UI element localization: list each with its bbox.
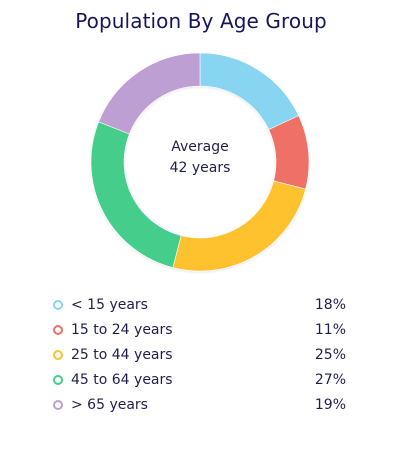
legend-label: < 15 years (71, 296, 148, 313)
donut-slice-5[interactable] (98, 52, 201, 135)
center-summary: Average 42 years (136, 137, 264, 179)
legend-marker-icon (53, 349, 63, 360)
legend-value: 27% (314, 372, 346, 389)
legend-item[interactable]: 45 to 64 years 27% (49, 368, 346, 393)
legend-value: 11% (314, 321, 346, 338)
legend-label: > 65 years (71, 397, 148, 414)
donut-chart (90, 52, 310, 272)
center-value: 42 years (169, 160, 231, 176)
legend-item[interactable]: 25 to 44 years 25% (49, 342, 346, 367)
legend-label: 45 to 64 years (71, 372, 173, 389)
legend-marker-icon (53, 400, 63, 411)
chart-title: Population By Age Group (75, 9, 327, 33)
legend: < 15 years 18% 15 to 24 years 11% 25 to 44 y… (49, 292, 346, 418)
legend-value: 19% (314, 397, 346, 414)
legend-marker-icon (53, 324, 63, 335)
legend-label: 15 to 24 years (71, 321, 173, 338)
donut-slice-3[interactable] (172, 180, 306, 272)
legend-value: 25% (314, 346, 346, 363)
legend-item[interactable]: 15 to 24 years 11% (49, 317, 346, 342)
donut-slice-2[interactable] (268, 115, 310, 190)
legend-value: 18% (314, 296, 346, 313)
legend-marker-icon (53, 375, 63, 386)
legend-item[interactable]: > 65 years 19% (49, 393, 346, 418)
legend-marker-icon (53, 299, 63, 310)
legend-item[interactable]: < 15 years 18% (49, 292, 346, 317)
legend-label: 25 to 44 years (71, 346, 173, 363)
donut-slice-1[interactable] (199, 52, 300, 131)
center-label: Average (171, 139, 229, 155)
